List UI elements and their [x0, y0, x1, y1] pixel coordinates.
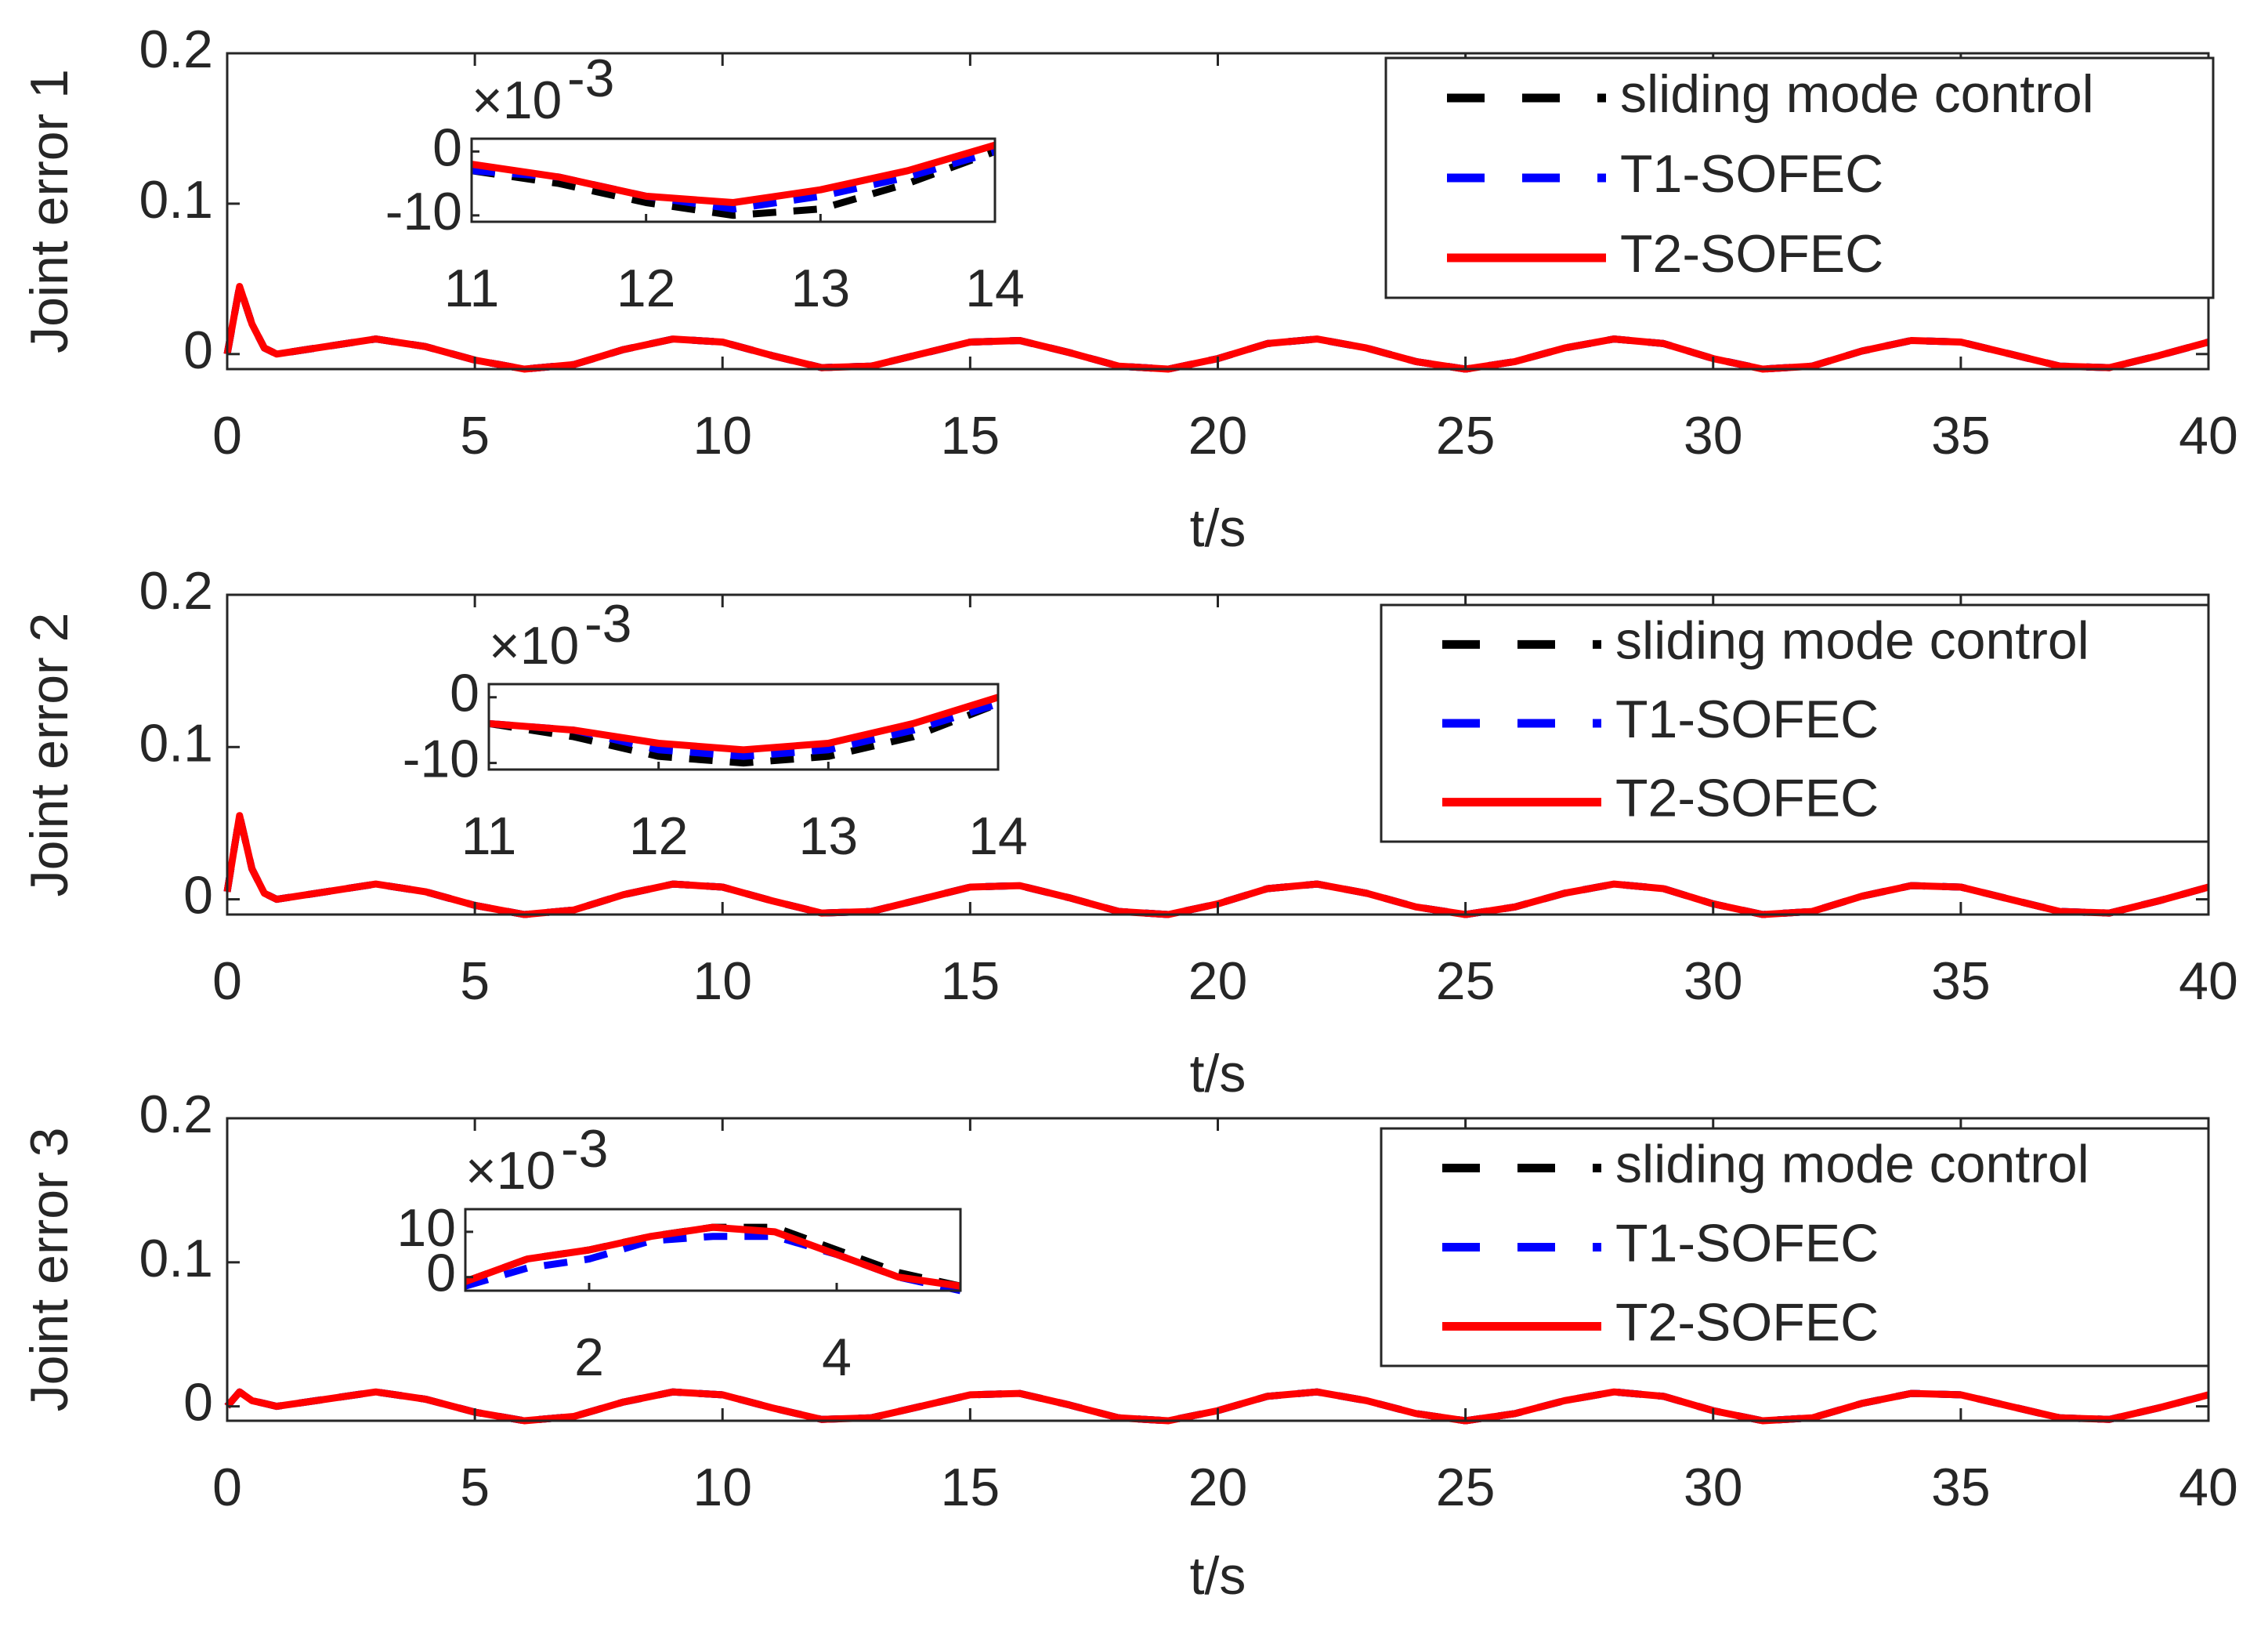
inset-x-tick-label: 13	[799, 806, 859, 866]
x-tick-label: 15	[941, 951, 1000, 1011]
inset-multiplier: ×10	[489, 616, 579, 676]
x-tick-label: 30	[1684, 1458, 1743, 1517]
legend-label: T2-SOFEC	[1620, 224, 1883, 284]
y-tick-label: 0.2	[139, 561, 213, 621]
inset-y-tick-label: -10	[403, 730, 479, 789]
y-tick-label: 0	[183, 866, 213, 925]
inset-y-tick-label: 0	[432, 118, 462, 177]
inset-x-tick-label: 11	[461, 806, 517, 866]
x-axis-label: t/s	[1190, 1546, 1246, 1606]
series-line	[488, 701, 1000, 767]
x-tick-label: 5	[460, 406, 490, 465]
inset-box	[470, 137, 997, 223]
legend-label: T2-SOFEC	[1615, 769, 1879, 828]
x-tick-label: 0	[212, 406, 242, 465]
x-tick-label: 5	[460, 951, 490, 1011]
y-tick-label: 0.2	[139, 1085, 213, 1144]
y-tick-label: 0.1	[139, 170, 213, 230]
series-line	[471, 148, 997, 219]
legend-label: T1-SOFEC	[1620, 144, 1883, 204]
x-tick-label: 10	[693, 406, 752, 465]
series-line	[223, 283, 2210, 373]
legend-label: T1-SOFEC	[1615, 690, 1879, 749]
inset-x-tick-label: 13	[791, 259, 851, 318]
y-tick-label: 0	[183, 1373, 213, 1433]
series-line	[488, 694, 1000, 754]
inset-y-tick-label: -10	[385, 182, 462, 241]
x-tick-label: 15	[941, 1458, 1000, 1517]
series-line	[224, 1388, 2210, 1425]
y-tick-label: 0.1	[139, 1229, 213, 1288]
inset-box	[464, 1208, 962, 1292]
x-tick-label: 35	[1931, 1458, 1991, 1517]
inset-exponent: -3	[561, 1119, 608, 1179]
x-tick-label: 15	[941, 406, 1000, 465]
x-tick-label: 35	[1931, 406, 1991, 465]
x-tick-label: 40	[2179, 406, 2238, 465]
legend-label: T1-SOFEC	[1615, 1213, 1879, 1273]
y-tick-label: 0.2	[139, 20, 213, 79]
inset-x-tick-label: 12	[629, 806, 689, 866]
inset-x-tick-label: 4	[822, 1328, 852, 1387]
legend-label: sliding mode control	[1620, 64, 2094, 124]
x-tick-label: 25	[1436, 1458, 1496, 1517]
x-tick-label: 25	[1436, 406, 1496, 465]
y-axis-label: Joint error 3	[20, 1128, 79, 1412]
x-tick-label: 0	[212, 1458, 242, 1517]
x-axis-label: t/s	[1190, 498, 1246, 558]
x-tick-label: 0	[212, 951, 242, 1011]
inset-multiplier: ×10	[465, 1141, 555, 1201]
y-axis-label: Joint error 2	[20, 613, 79, 897]
inset-area	[465, 1209, 960, 1291]
x-tick-label: 40	[2179, 1458, 2238, 1517]
y-axis-label: Joint error 1	[20, 69, 79, 353]
inset-x-tick-label: 11	[444, 259, 500, 318]
y-tick-label: 0.1	[139, 713, 213, 773]
series-line	[223, 812, 2210, 918]
inset-box	[487, 683, 1000, 771]
x-tick-label: 30	[1684, 951, 1743, 1011]
x-tick-label: 20	[1188, 406, 1248, 465]
y-tick-label: 0	[183, 321, 213, 380]
legend-label: sliding mode control	[1615, 610, 2089, 670]
x-tick-label: 40	[2179, 951, 2238, 1011]
inset-x-tick-label: 2	[574, 1328, 604, 1387]
inset-exponent: -3	[584, 594, 631, 654]
series-line	[471, 141, 997, 206]
x-tick-label: 35	[1931, 951, 1991, 1011]
inset-exponent: -3	[567, 49, 614, 108]
series-line	[464, 1223, 961, 1290]
x-axis-label: t/s	[1190, 1044, 1246, 1103]
inset-x-tick-label: 14	[968, 806, 1028, 866]
inset-y-tick-label: 0	[426, 1244, 456, 1303]
legend-label: T2-SOFEC	[1615, 1292, 1879, 1352]
x-tick-label: 20	[1188, 951, 1248, 1011]
inset-y-tick-label: 0	[450, 664, 479, 723]
legend-label: sliding mode control	[1615, 1134, 2089, 1194]
x-tick-label: 10	[693, 1458, 752, 1517]
x-tick-label: 10	[693, 951, 752, 1011]
x-tick-label: 5	[460, 1458, 490, 1517]
x-tick-label: 30	[1684, 406, 1743, 465]
inset-y-tick-label: 10	[396, 1198, 456, 1258]
inset-multiplier: ×10	[472, 71, 562, 130]
x-tick-label: 20	[1188, 1458, 1248, 1517]
inset-x-tick-label: 14	[965, 259, 1025, 318]
x-tick-label: 25	[1436, 951, 1496, 1011]
inset-x-tick-label: 12	[617, 259, 676, 318]
